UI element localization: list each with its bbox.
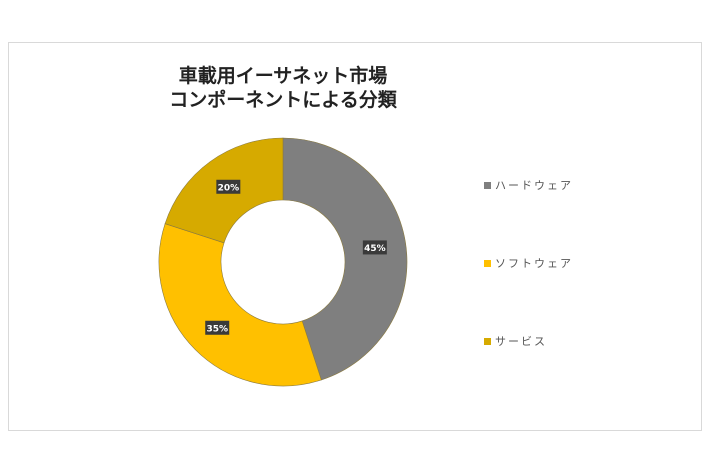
donut-slice-hardware xyxy=(282,137,408,381)
legend-swatch xyxy=(484,337,491,345)
donut-slice-software xyxy=(158,223,322,387)
legend-item-hardware: ハードウェア xyxy=(484,177,573,193)
data-label-text: 35% xyxy=(206,324,228,334)
legend-item-software: ソフトウェア xyxy=(484,255,573,271)
legend-label: ハードウェア xyxy=(495,179,573,192)
chart-frame xyxy=(8,42,702,431)
chart-title-line-1: 車載用イーサネット市場 xyxy=(178,65,388,87)
legend-label: サービス xyxy=(495,335,547,348)
chart-title: 車載用イーサネット市場 コンポーネントによる分類 xyxy=(0,64,566,112)
data-label-text: 20% xyxy=(218,183,240,193)
legend-swatch xyxy=(484,259,491,267)
data-label-services: 20% xyxy=(216,179,241,194)
data-label-background xyxy=(205,320,230,335)
data-label-background xyxy=(362,240,387,255)
legend-swatch xyxy=(484,181,491,189)
legend-item-services: サービス xyxy=(484,333,547,349)
data-label-background xyxy=(216,179,241,194)
data-label-software: 35% xyxy=(205,320,230,335)
data-label-text: 45% xyxy=(364,244,386,254)
legend-label: ソフトウェア xyxy=(495,257,573,270)
chart-title-line-2: コンポーネントによる分類 xyxy=(169,89,397,111)
data-label-hardware: 45% xyxy=(362,240,387,255)
